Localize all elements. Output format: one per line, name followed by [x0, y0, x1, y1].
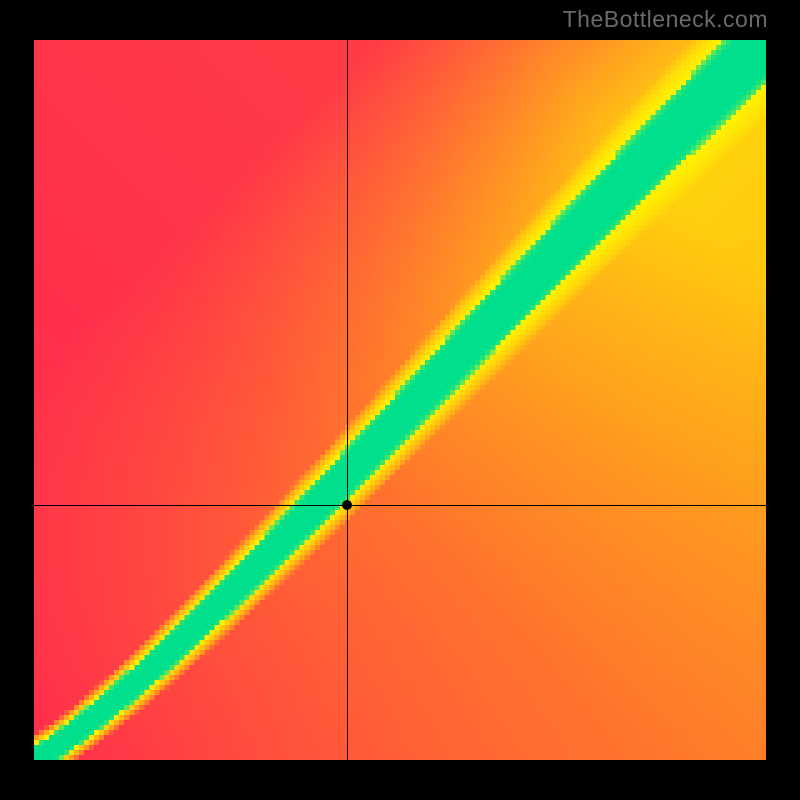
chart-container: TheBottleneck.com	[0, 0, 800, 800]
heatmap-plot	[34, 40, 766, 760]
attribution-text: TheBottleneck.com	[563, 6, 768, 33]
heatmap-canvas	[34, 40, 766, 760]
data-point-marker	[342, 500, 352, 510]
crosshair-vertical	[347, 40, 348, 760]
crosshair-horizontal	[34, 505, 766, 506]
